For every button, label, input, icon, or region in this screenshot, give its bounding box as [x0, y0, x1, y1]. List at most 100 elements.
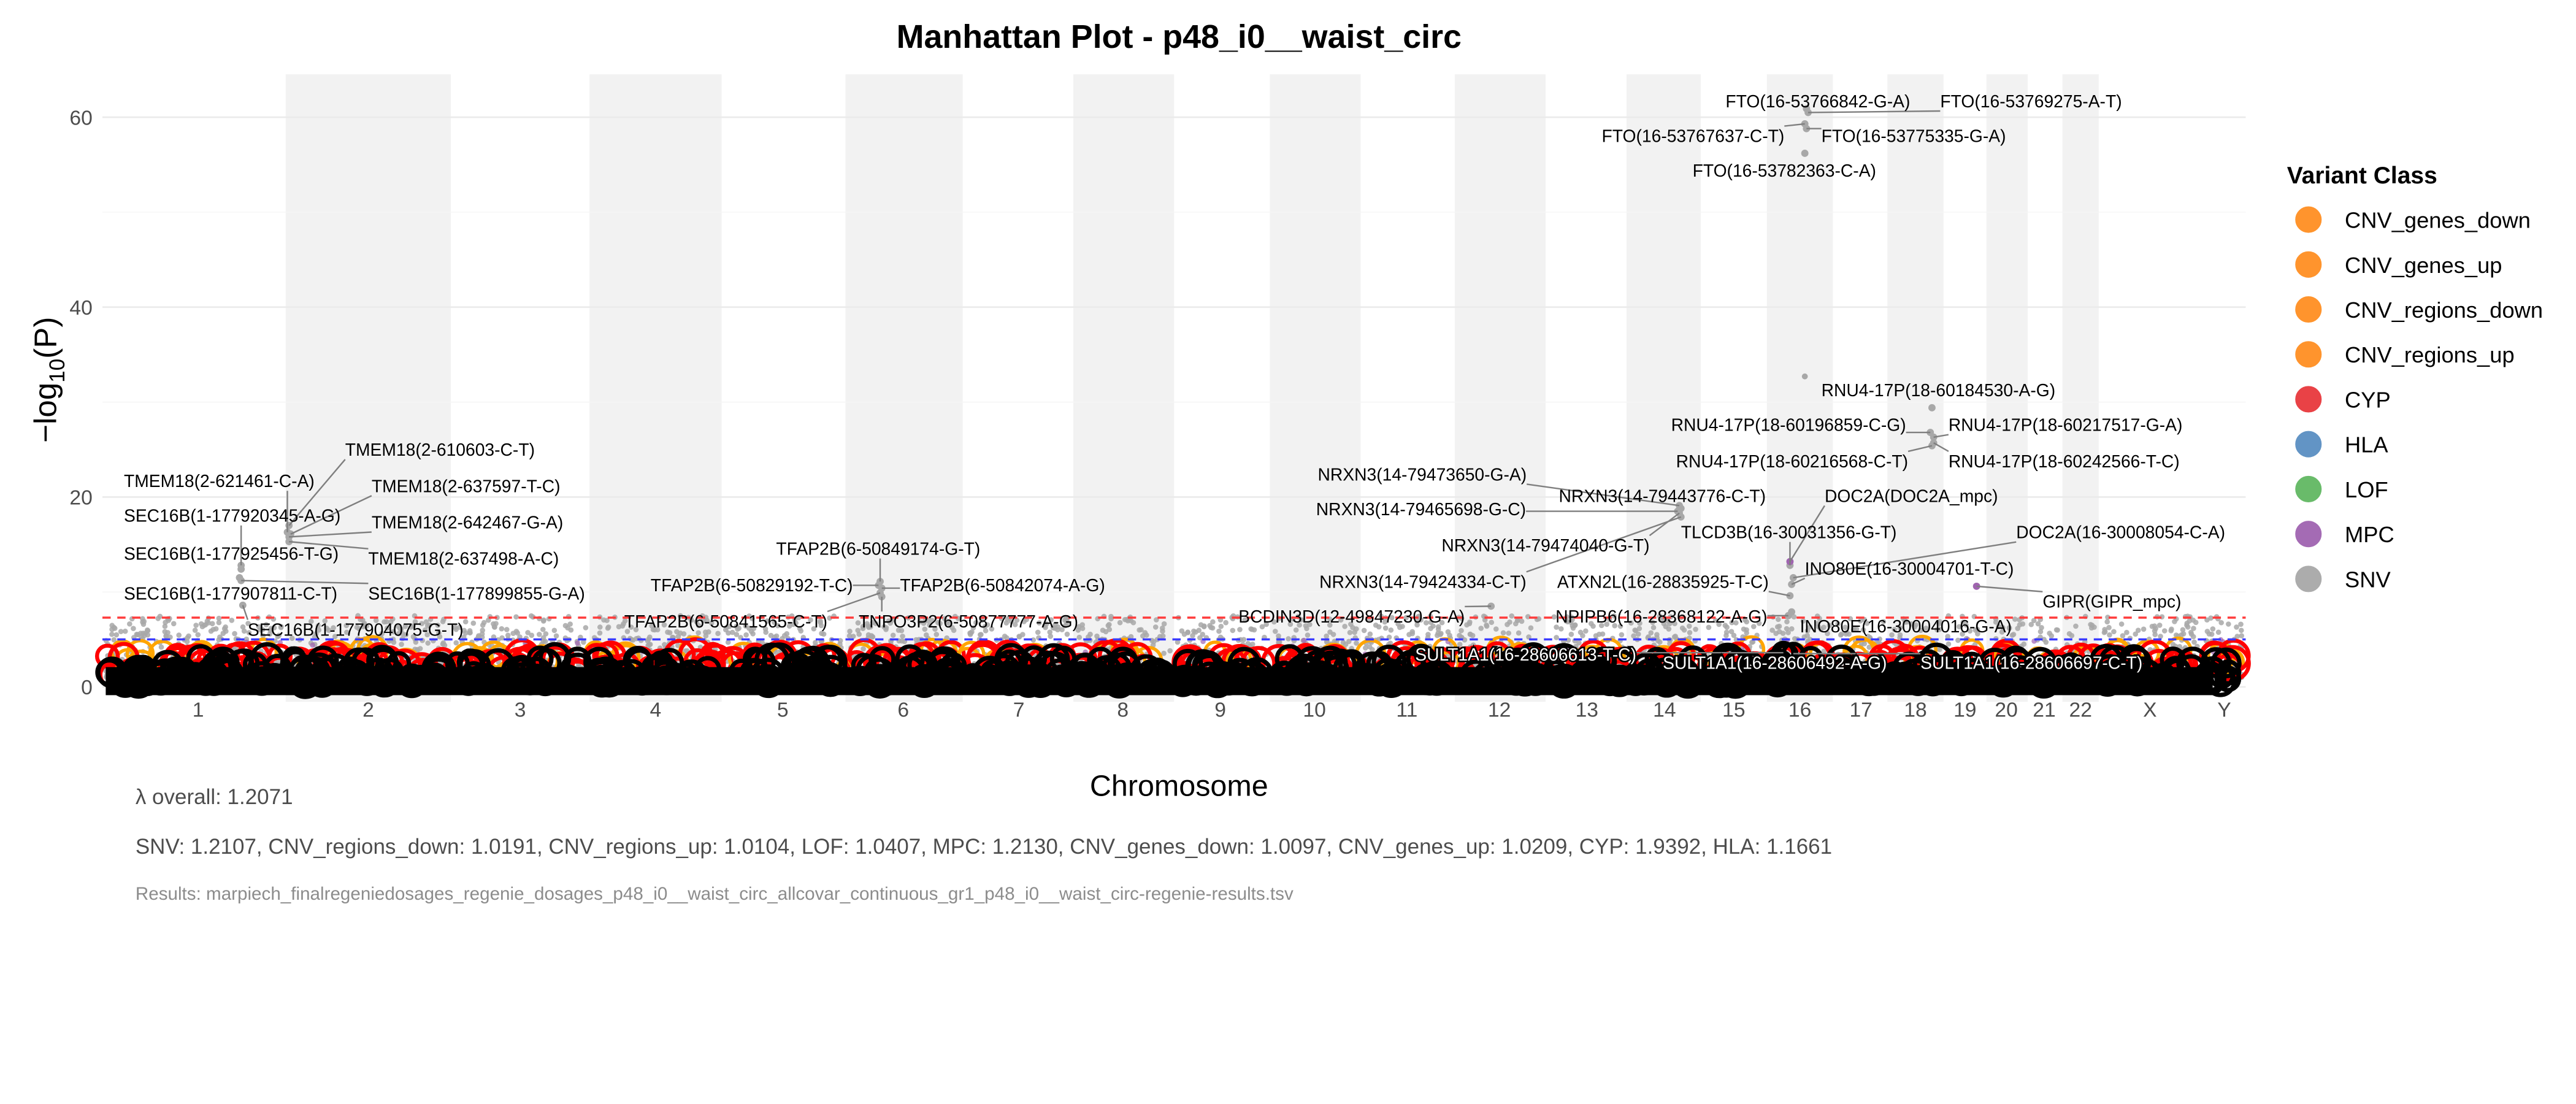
snv-point — [1728, 629, 1735, 635]
snv-point — [208, 628, 214, 634]
snv-point — [1568, 631, 1574, 637]
snv-point — [144, 627, 150, 633]
snv-point — [1744, 627, 1749, 633]
snv-point — [1271, 619, 1277, 625]
snv-point — [1489, 619, 1495, 626]
snv-point — [1161, 621, 1167, 627]
snv-point — [917, 619, 923, 625]
snv-point — [1128, 634, 1134, 640]
snv-point — [1048, 617, 1054, 623]
snv-point — [517, 634, 523, 640]
snv-point — [462, 619, 469, 624]
snv-point — [263, 622, 269, 627]
snv-point — [1554, 635, 1559, 640]
snv-point — [597, 624, 603, 630]
snv-point — [1636, 626, 1643, 632]
snv-point — [813, 640, 818, 646]
snv-point — [141, 618, 147, 624]
snv-point — [1064, 621, 1070, 627]
snv-point — [195, 632, 201, 638]
snv-point — [1241, 637, 1247, 643]
snv-point — [271, 625, 277, 631]
snv-point — [1190, 633, 1195, 638]
snv-point — [1382, 619, 1388, 625]
snv-point — [932, 626, 938, 632]
snv-point — [528, 613, 534, 619]
snv-point — [1008, 619, 1014, 624]
snv-point — [111, 624, 117, 631]
snv-point — [1230, 627, 1236, 634]
snv-point — [1287, 621, 1294, 627]
snv-point — [1179, 628, 1185, 634]
snv-point — [729, 629, 735, 635]
snv-point — [373, 618, 379, 623]
snv-point — [567, 621, 573, 627]
snv-point — [111, 637, 117, 643]
snv-point — [696, 623, 702, 629]
snv-point — [667, 630, 673, 635]
mpc-point — [1301, 637, 1307, 643]
snv-point — [1137, 627, 1142, 633]
snv-point — [241, 628, 247, 634]
snv-point — [1340, 640, 1346, 645]
snv-point — [390, 629, 396, 635]
snv-point — [900, 634, 905, 639]
snv-point — [541, 617, 546, 623]
snv-point — [795, 615, 802, 621]
snv-point — [1020, 632, 1025, 637]
snv-point — [1223, 619, 1229, 626]
snv-point — [385, 625, 390, 631]
chromosome-band-6 — [845, 74, 963, 702]
snv-point — [138, 631, 144, 636]
snv-point — [491, 634, 497, 640]
snv-point — [437, 634, 443, 640]
snv-point — [510, 631, 516, 636]
background-points — [94, 613, 2251, 699]
snv-point — [1361, 627, 1367, 634]
snv-point — [1197, 635, 1203, 641]
snv-point — [1445, 629, 1451, 635]
snv-point — [1346, 638, 1352, 645]
snv-point — [1438, 632, 1443, 637]
snv-point — [619, 623, 626, 629]
snv-point — [624, 629, 631, 634]
snv-point — [873, 621, 879, 626]
snv-point — [674, 629, 680, 635]
snv-point — [944, 619, 950, 625]
snv-point — [278, 624, 284, 629]
snv-point — [989, 626, 995, 632]
snv-point — [883, 625, 889, 631]
snv-point — [1108, 616, 1114, 622]
snv-point — [515, 630, 521, 636]
snv-point — [1249, 642, 1255, 647]
snv-point — [751, 626, 757, 631]
snv-point — [970, 625, 976, 631]
snv-point — [499, 635, 505, 641]
snv-point — [1409, 631, 1416, 637]
snv-point — [1259, 624, 1265, 630]
snv-point — [1216, 628, 1222, 634]
snv-point — [113, 632, 120, 638]
snv-point — [275, 634, 281, 640]
snv-point — [481, 619, 487, 626]
snv-point — [213, 626, 219, 632]
snv-point — [343, 623, 350, 629]
snv-point — [1397, 624, 1403, 631]
snv-point — [1671, 634, 1677, 640]
snv-point — [1063, 615, 1068, 621]
snv-point — [775, 623, 781, 629]
snv-point — [402, 623, 408, 629]
snv-point — [855, 620, 861, 626]
snv-point — [192, 627, 198, 633]
snv-point — [199, 624, 205, 630]
snv-point — [223, 624, 228, 630]
snv-point — [1679, 625, 1685, 631]
snv-point — [1428, 626, 1433, 631]
snv-point — [505, 632, 511, 638]
snv-point — [396, 631, 402, 637]
snv-point — [1414, 618, 1420, 624]
snv-point — [1509, 613, 1515, 619]
snv-point — [1052, 625, 1058, 631]
snv-point — [491, 624, 497, 630]
snv-point — [216, 619, 222, 626]
